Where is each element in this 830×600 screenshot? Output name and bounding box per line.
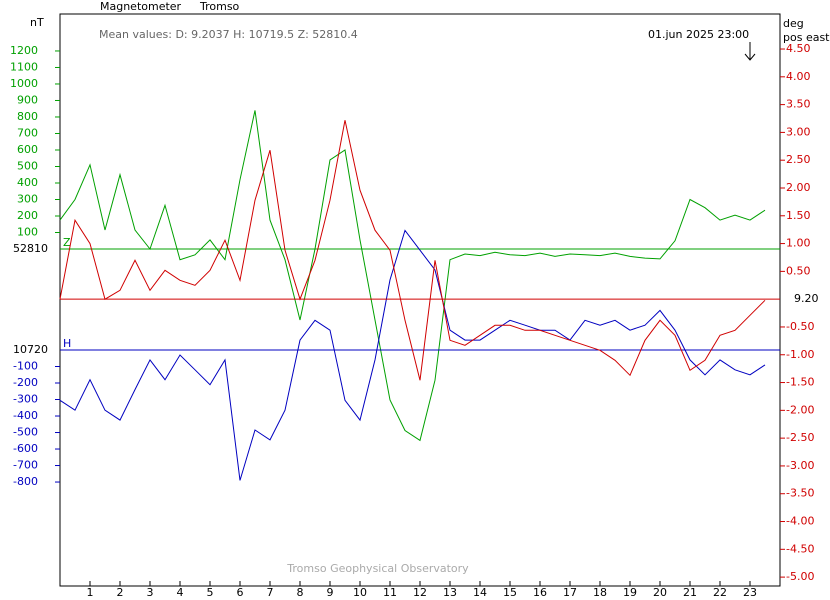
y-tick-label: -5.00 — [786, 570, 814, 583]
y-tick-label: 600 — [17, 143, 38, 156]
y-tick-label: 1100 — [10, 60, 38, 73]
y2-axis-label: deg — [783, 17, 804, 30]
y-tick-label: -1.50 — [786, 376, 814, 389]
x-tick-label: 9 — [327, 586, 334, 599]
x-tick-label: 22 — [713, 586, 727, 599]
x-tick-label: 23 — [743, 586, 757, 599]
footer: Tromso Geophysical Observatory — [286, 562, 469, 575]
baseline-label: 9.20 — [794, 292, 819, 305]
y-tick-label: 300 — [17, 192, 38, 205]
y-tick-label: -0.50 — [786, 320, 814, 333]
mean-values: Mean values: D: 9.2037 H: 10719.5 Z: 528… — [99, 28, 358, 41]
y-tick-label: -700 — [13, 459, 38, 472]
time-arrow — [744, 42, 756, 61]
y-tick-label: 100 — [17, 226, 38, 239]
x-tick-label: 20 — [653, 586, 667, 599]
y-tick-label: 3.50 — [786, 98, 811, 111]
y-tick-label: 1.00 — [786, 237, 811, 250]
y-tick-label: 1200 — [10, 44, 38, 57]
x-tick-label: 7 — [267, 586, 274, 599]
x-tick-label: 4 — [177, 586, 184, 599]
x-tick-label: 10 — [353, 586, 367, 599]
y-tick-label: 3.00 — [786, 125, 811, 138]
baseline-label: 52810 — [13, 242, 48, 255]
y-tick-label: -1.00 — [786, 348, 814, 361]
y-tick-label: -2.50 — [786, 431, 814, 444]
chart-subtitle: Tromso — [199, 0, 240, 13]
y-tick-label: -500 — [13, 426, 38, 439]
y-tick-label: 1.50 — [786, 209, 811, 222]
x-tick-label: 1 — [87, 586, 94, 599]
series-name: H — [63, 337, 71, 350]
y-tick-label: 2.50 — [786, 153, 811, 166]
y-tick-label: -3.50 — [786, 487, 814, 500]
y-tick-label: -800 — [13, 475, 38, 488]
timestamp: 01.jun 2025 23:00 — [648, 28, 749, 41]
x-tick-label: 14 — [473, 586, 487, 599]
y-tick-label: 800 — [17, 110, 38, 123]
x-tick-label: 18 — [593, 586, 607, 599]
y-tick-label: -100 — [13, 360, 38, 373]
series-line — [59, 110, 766, 442]
y-tick-label: -4.50 — [786, 542, 814, 555]
chart-title: Magnetometer — [100, 0, 182, 13]
y-tick-label: 400 — [17, 176, 38, 189]
y-axis-label: nT — [30, 16, 44, 29]
x-tick-label: 8 — [297, 586, 304, 599]
y-tick-label: 700 — [17, 126, 38, 139]
y-tick-label: 4.50 — [786, 42, 811, 55]
y-tick-label: -3.00 — [786, 459, 814, 472]
series-line — [59, 229, 766, 481]
x-tick-label: 12 — [413, 586, 427, 599]
plot-frame — [59, 13, 781, 587]
x-tick-label: 3 — [147, 586, 154, 599]
y-tick-label: -300 — [13, 393, 38, 406]
x-tick-label: 19 — [623, 586, 637, 599]
y-tick-label: 500 — [17, 159, 38, 172]
x-tick-label: 6 — [237, 586, 244, 599]
y-tick-label: 200 — [17, 209, 38, 222]
series-line — [59, 120, 766, 381]
y-tick-label: -200 — [13, 376, 38, 389]
x-tick-label: 5 — [207, 586, 214, 599]
x-tick-label: 17 — [563, 586, 577, 599]
y-tick-label: -600 — [13, 442, 38, 455]
y-tick-label: 1000 — [10, 77, 38, 90]
baseline-label: 10720 — [13, 343, 48, 356]
y-tick-label: 4.00 — [786, 70, 811, 83]
y-tick-label: 0.50 — [786, 264, 811, 277]
y-tick-label: 900 — [17, 93, 38, 106]
x-tick-label: 21 — [683, 586, 697, 599]
x-tick-label: 16 — [533, 586, 547, 599]
x-tick-label: 15 — [503, 586, 517, 599]
series-name: Z — [63, 236, 71, 249]
y-tick-label: -2.00 — [786, 403, 814, 416]
x-tick-label: 11 — [383, 586, 397, 599]
y-tick-label: 2.00 — [786, 181, 811, 194]
x-tick-label: 13 — [443, 586, 457, 599]
y-tick-label: -4.00 — [786, 515, 814, 528]
x-tick-label: 2 — [117, 586, 124, 599]
y2-axis-label: pos east — [783, 31, 830, 44]
y-tick-label: -400 — [13, 409, 38, 422]
